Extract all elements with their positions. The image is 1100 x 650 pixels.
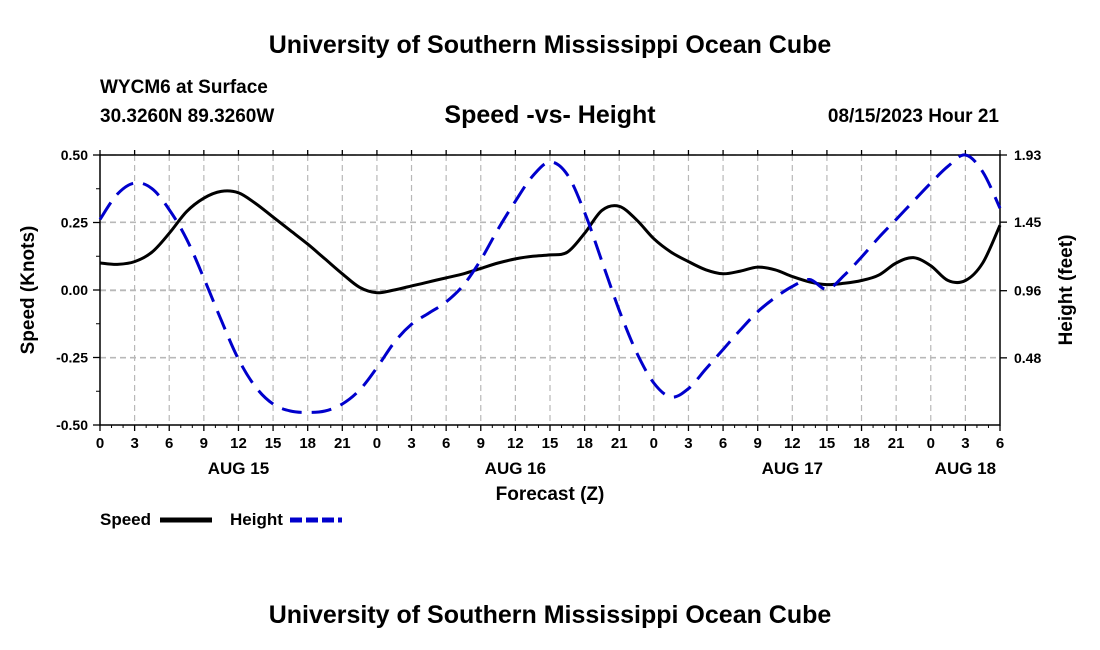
x-day-label: AUG 17: [762, 459, 823, 478]
x-tick-label: 21: [888, 435, 905, 452]
x-tick-label: 0: [373, 435, 381, 452]
x-tick-label: 21: [611, 435, 628, 452]
x-day-label: AUG 16: [485, 459, 546, 478]
height-series-line: [98, 153, 1002, 414]
x-tick-label: 0: [96, 435, 104, 452]
x-tick-label: 18: [299, 435, 316, 452]
forecast-timestamp: 08/15/2023 Hour 21: [827, 106, 999, 127]
x-axis-title: Forecast (Z): [496, 484, 605, 505]
station-coordinates: 30.3260N 89.3260W: [100, 106, 275, 127]
x-tick-label: 15: [542, 435, 559, 452]
x-tick-label: 6: [996, 435, 1004, 452]
x-tick-label: 6: [165, 435, 173, 452]
y-left-tick-label: 0.50: [61, 147, 88, 163]
x-tick-label: 12: [507, 435, 524, 452]
x-tick-label: 3: [407, 435, 415, 452]
x-tick-label: 9: [477, 435, 485, 452]
x-tick-label: 15: [265, 435, 282, 452]
y-left-tick-label: -0.25: [56, 350, 88, 366]
x-tick-label: 9: [754, 435, 762, 452]
y-right-tick-label: 1.93: [1014, 147, 1041, 163]
station-label: WYCM6 at Surface: [100, 77, 268, 98]
x-tick-label: 0: [927, 435, 935, 452]
x-tick-label: 21: [334, 435, 351, 452]
x-tick-label: 3: [961, 435, 969, 452]
y-left-tick-label: 0.00: [61, 282, 88, 298]
x-tick-label: 12: [784, 435, 801, 452]
y-right-tick-label: 0.48: [1014, 350, 1041, 366]
speed-series-line: [99, 189, 1002, 295]
x-tick-label: 15: [819, 435, 836, 452]
chart-subtitle: Speed -vs- Height: [444, 101, 656, 129]
y-left-axis-title: Speed (Knots): [18, 226, 39, 355]
x-tick-label: 0: [650, 435, 658, 452]
x-tick-label: 6: [442, 435, 450, 452]
x-tick-label: 9: [200, 435, 208, 452]
x-day-label: AUG 15: [208, 459, 269, 478]
y-right-tick-label: 1.45: [1014, 214, 1041, 230]
x-tick-label: 3: [130, 435, 138, 452]
y-right-axis-title: Height (feet): [1056, 235, 1077, 346]
y-left-tick-label: -0.50: [56, 417, 88, 433]
legend-label-height: Height: [230, 510, 283, 529]
x-tick-label: 18: [576, 435, 593, 452]
x-tick-label: 18: [853, 435, 870, 452]
legend-label-speed: Speed: [100, 510, 151, 529]
x-day-label: AUG 18: [935, 459, 996, 478]
y-left-tick-label: 0.25: [61, 215, 88, 231]
footer-title: University of Southern Mississippi Ocean…: [268, 601, 832, 629]
x-tick-label: 3: [684, 435, 692, 452]
x-tick-label: 12: [230, 435, 247, 452]
x-tick-label: 6: [719, 435, 727, 452]
chart-main-title: University of Southern Mississippi Ocean…: [268, 31, 832, 59]
y-right-tick-label: 0.96: [1014, 283, 1041, 299]
